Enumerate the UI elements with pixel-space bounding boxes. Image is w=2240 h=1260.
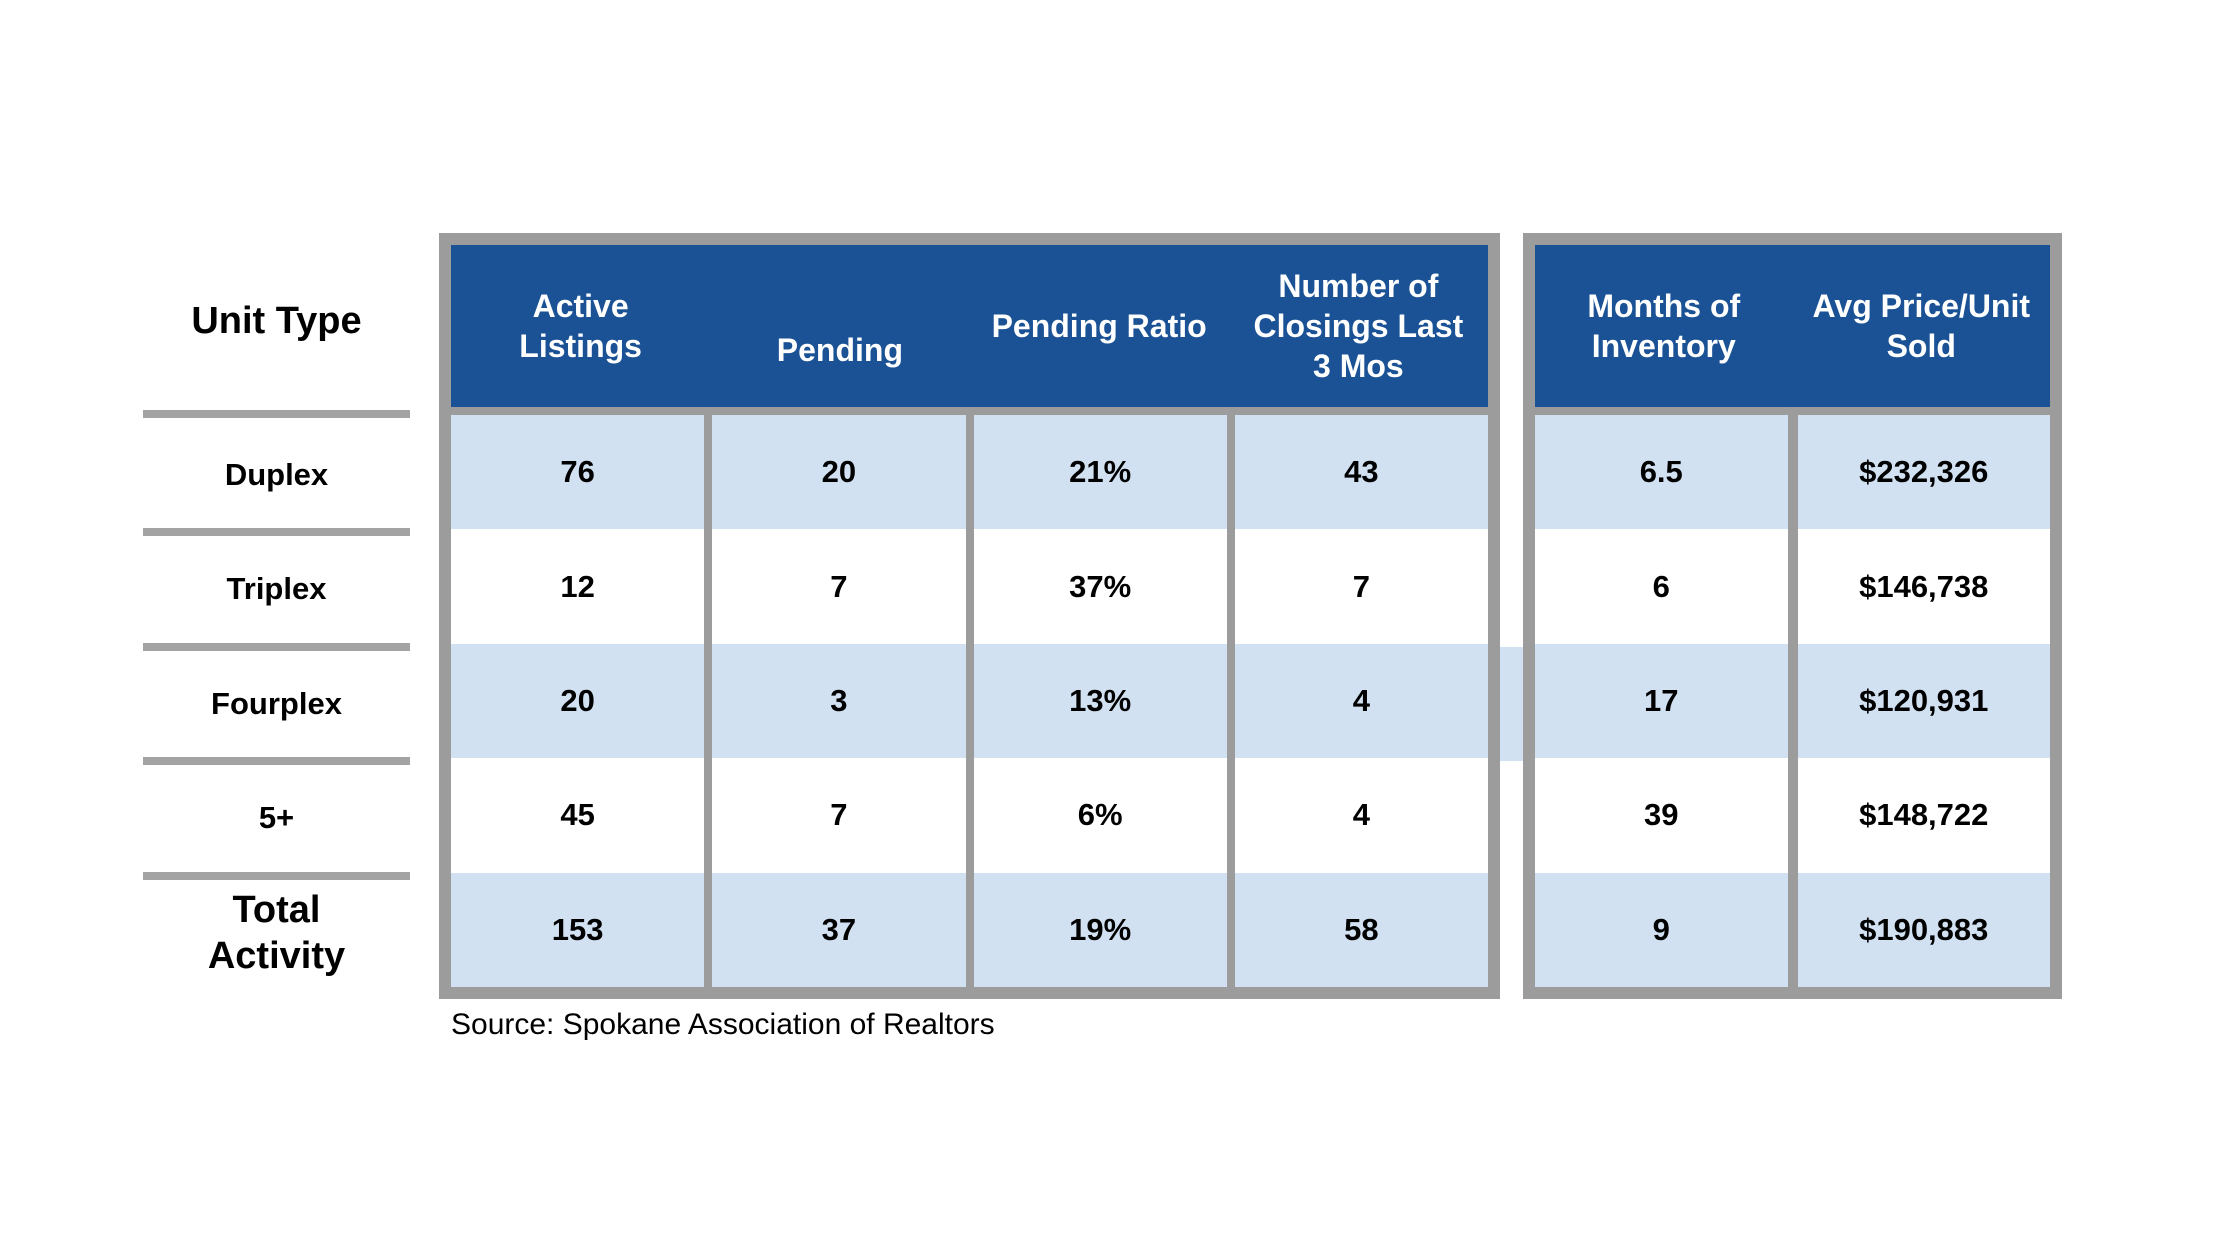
listings-activity-table: Active Listings Pending Pending Ratio Nu…: [439, 233, 1500, 999]
data-cell: 7: [1226, 529, 1488, 644]
table-row-duplex: 76 20 21% 43: [451, 415, 1488, 530]
data-cell: $146,738: [1787, 529, 2051, 644]
separator-line: [143, 872, 410, 880]
data-cell: 6: [1652, 568, 1670, 604]
data-cell: 58: [1226, 872, 1488, 988]
data-cell: 3: [704, 643, 965, 759]
data-cell: 17: [1644, 683, 1679, 719]
table-row-triplex: 12 7 37% 7: [451, 529, 1488, 644]
table-row-fourplex: 17 $120,931: [1535, 643, 2051, 759]
unit-type-title: Unit Type: [191, 300, 362, 342]
data-cell: $120,931: [1787, 643, 2051, 759]
data-cell: 19%: [965, 872, 1227, 988]
data-cell: 43: [1226, 415, 1488, 530]
col-header-active-listings: Active Listings: [519, 288, 642, 364]
row-label-5plus: 5+: [258, 800, 295, 835]
table-row-triplex: 6 $146,738: [1535, 529, 2051, 644]
data-cell: 45: [560, 797, 595, 833]
row-label-triplex: Triplex: [226, 571, 327, 606]
table-row-total-activity: 153 37 19% 58: [451, 872, 1488, 988]
data-cell: 37: [704, 872, 965, 988]
table-header-row: Active Listings Pending Pending Ratio Nu…: [451, 245, 1488, 407]
data-cell: $232,326: [1787, 415, 2051, 530]
data-cell: 12: [560, 568, 595, 604]
col-header-avg-price: Avg Price/Unit Sold: [1812, 288, 2031, 364]
table-header-row: Months of Inventory Avg Price/Unit Sold: [1535, 245, 2050, 407]
col-header-pending: Pending: [776, 332, 903, 368]
row-label-duplex: Duplex: [224, 457, 329, 492]
table-row-5plus: 39 $148,722: [1535, 758, 2051, 873]
separator-line: [143, 643, 410, 651]
col-header-months-inventory: Months of Inventory: [1587, 288, 1741, 364]
data-cell: 153: [551, 911, 604, 947]
data-cell: 6%: [965, 758, 1227, 873]
data-cell: 9: [1652, 911, 1670, 947]
data-cell: 20: [560, 683, 595, 719]
table-row-fourplex: 20 3 13% 4: [451, 643, 1488, 759]
data-cell: 4: [1226, 758, 1488, 873]
table-row-total-activity: 9 $190,883: [1535, 872, 2051, 988]
table-row-duplex: 6.5 $232,326: [1535, 415, 2051, 530]
row-label-total-activity: Total Activity: [207, 889, 346, 977]
header-divider: [451, 407, 1488, 415]
col-header-pending-ratio: Pending Ratio: [991, 308, 1207, 344]
data-cell: 7: [704, 529, 965, 644]
data-cell: 4: [1226, 643, 1488, 759]
data-cell: 37%: [965, 529, 1227, 644]
row-label-fourplex: Fourplex: [211, 686, 342, 721]
data-cell: $148,722: [1787, 758, 2051, 873]
inventory-price-table: Months of Inventory Avg Price/Unit Sold …: [1523, 233, 2062, 999]
header-divider: [1535, 407, 2050, 415]
data-cell: 21%: [965, 415, 1227, 530]
data-cell: 6.5: [1639, 454, 1683, 490]
data-cell: $190,883: [1787, 872, 2051, 988]
separator-line: [143, 410, 410, 418]
data-cell: 7: [704, 758, 965, 873]
data-cell: 39: [1644, 797, 1679, 833]
separator-line: [143, 757, 410, 765]
data-cell: 20: [704, 415, 965, 530]
data-cell: 76: [560, 454, 595, 490]
separator-line: [143, 528, 410, 536]
data-cell: 13%: [965, 643, 1227, 759]
source-note: Source: Spokane Association of Realtors: [451, 1008, 995, 1041]
table-row-5plus: 45 7 6% 4: [451, 758, 1488, 873]
col-header-closings: Number of Closings Last 3 Mos: [1253, 268, 1464, 384]
